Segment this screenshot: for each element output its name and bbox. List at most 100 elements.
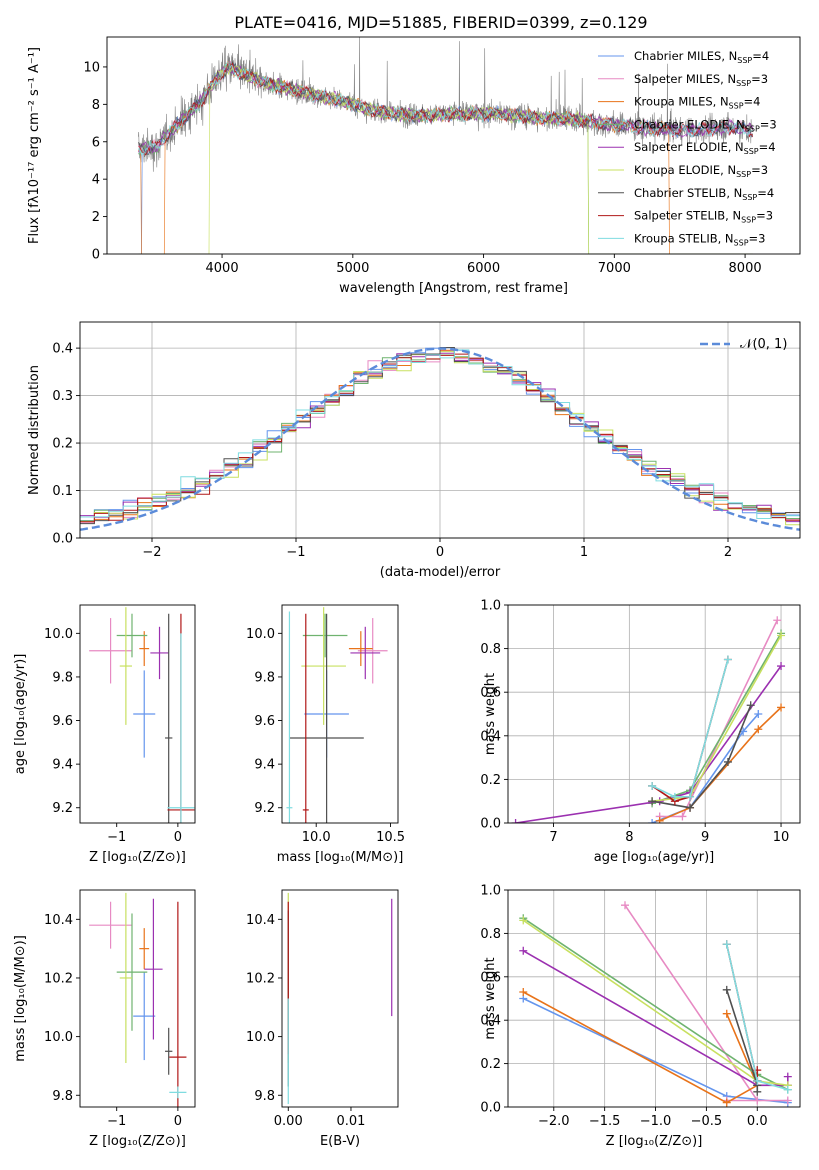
y-tick-label: 10.0 (246, 627, 275, 642)
errorbar-point (116, 913, 148, 1031)
x-axis-label: Z [log₁₀(Z/Z⊙)] (89, 850, 186, 865)
y-tick-label: 0.2 (52, 437, 73, 452)
panel-massweight_vs_Z: −2.0 −1.5 −1.0 −0.5 0.0 0.0 0.2 0.4 0.6 0.8 1.0 Z [… (480, 884, 801, 1149)
series-line (651, 659, 729, 803)
plot-area (89, 892, 187, 1107)
x-tick-label: 5000 (336, 261, 369, 276)
series-marker (670, 792, 679, 801)
series-marker (746, 701, 755, 710)
errorbar-point (286, 611, 293, 823)
panel-mass_vs_ebv: 0.00 0.01 9.8 10.0 10.2 10.4 E(B-V) (246, 889, 399, 1149)
x-axis-label: wavelength [Angstrom, rest frame] (339, 281, 568, 296)
plot-area (286, 607, 388, 823)
errorbar-point (89, 618, 132, 684)
axes-frame (281, 889, 399, 1108)
x-tick-label: 7 (549, 830, 557, 845)
x-tick-label: 2 (724, 545, 732, 560)
y-axis-label: mass weight (483, 957, 498, 1039)
y-tick-label: 0.2 (480, 1057, 501, 1072)
x-tick-label: 10 (773, 830, 790, 845)
y-axis-label: mass weight (483, 673, 498, 755)
legend-entry: Chabrier MILES, NSSP=4 (634, 49, 769, 65)
x-tick-label: −1.5 (589, 1114, 621, 1129)
series-marker (753, 1087, 762, 1096)
errorbar-point (116, 613, 148, 658)
series-marker (655, 816, 664, 823)
series-marker (783, 1072, 792, 1081)
legend-entry: Salpeter MILES, NSSP=3 (634, 72, 768, 88)
x-tick-label: −0.5 (691, 1114, 723, 1129)
model-spectrum-kroupa-stelib (138, 61, 753, 156)
x-tick-label: 8000 (729, 261, 762, 276)
y-tick-label: 10 (83, 60, 100, 75)
y-tick-label: 9.2 (254, 801, 275, 816)
y-tick-label: 0.1 (52, 484, 73, 499)
series-line (651, 659, 729, 798)
normal-curve (80, 347, 800, 531)
axes-frame (79, 604, 196, 824)
y-tick-label: 9.8 (52, 670, 73, 685)
axes-frame (281, 604, 399, 824)
x-tick-label: −1.0 (640, 1114, 672, 1129)
series-line (659, 706, 782, 822)
plot-area (80, 347, 800, 531)
errorbar-point (302, 613, 309, 823)
y-tick-label: 10.4 (44, 913, 73, 928)
y-tick-label: 0 (92, 248, 100, 263)
y-tick-label: 10.2 (246, 971, 275, 986)
series-marker (754, 710, 763, 718)
y-tick-label: 0.2 (480, 773, 501, 788)
x-axis-label: E(B-V) (320, 1134, 360, 1149)
x-tick-label: 7000 (598, 261, 631, 276)
x-tick-label: −1 (107, 830, 126, 845)
x-tick-label: 0 (174, 830, 182, 845)
errorbar-point (301, 607, 346, 725)
y-tick-label: 10.0 (44, 627, 73, 642)
x-tick-label: 0.0 (747, 1114, 768, 1129)
errorbar-point (169, 901, 187, 1107)
y-tick-label: 2 (92, 210, 100, 225)
series-line (515, 665, 782, 823)
errorbar-point (89, 901, 132, 949)
legend-entry: Salpeter ELODIE, NSSP=4 (634, 140, 776, 156)
y-tick-label: 9.8 (254, 1089, 275, 1104)
legend-entry: Chabrier STELIB, NSSP=4 (634, 186, 774, 202)
y-tick-label: 9.8 (254, 670, 275, 685)
errorbar-point (357, 618, 388, 684)
x-tick-label: 6000 (467, 261, 500, 276)
series-marker (777, 631, 786, 640)
y-tick-label: 1.0 (480, 884, 501, 899)
series-marker (783, 1096, 792, 1105)
y-tick-label: 0.0 (480, 1101, 501, 1116)
panel-age_vs_Z: −1 0 9.2 9.4 9.6 9.8 10.0 Z [log₁₀(Z/Z⊙)] age [l… (13, 604, 196, 865)
errorbar-point (167, 633, 195, 823)
series-line (651, 705, 752, 809)
errorbar-point (139, 631, 150, 667)
y-tick-label: 4 (92, 173, 100, 188)
y-tick-label: 9.4 (52, 758, 73, 773)
x-tick-label: 8 (625, 830, 633, 845)
series-marker (777, 703, 786, 712)
y-axis-label: mass [log₁₀(M/M⊙)] (13, 935, 28, 1062)
y-tick-label: 9.2 (52, 801, 73, 816)
x-tick-label: −1 (286, 545, 305, 560)
axes-frame (507, 604, 801, 824)
model-spectrum-chabrier-miles (138, 62, 753, 254)
y-tick-label: 0.6 (480, 686, 501, 701)
y-tick-label: 0.0 (480, 817, 501, 832)
x-axis-label: Z [log₁₀(Z/Z⊙)] (606, 1134, 703, 1149)
x-tick-label: 0.01 (336, 1114, 365, 1129)
y-axis-label: age [log₁₀(age/yr)] (13, 654, 28, 775)
errorbar-point (133, 972, 156, 1061)
series-marker (686, 792, 695, 801)
x-tick-label: 1 (580, 545, 588, 560)
histogram-step-chabrier-stelib (80, 347, 800, 525)
y-tick-label: 0.4 (480, 729, 501, 744)
series-marker (678, 812, 687, 821)
panel-spectrum: 4000 5000 6000 7000 8000 0 2 4 6 8 10 wavelength [A… (27, 36, 801, 296)
x-tick-label: 10.0 (302, 830, 331, 845)
x-tick-label: 4000 (206, 261, 239, 276)
y-tick-label: 10.0 (44, 1030, 73, 1045)
y-tick-label: 9.6 (52, 714, 73, 729)
y-tick-label: 1.0 (480, 599, 501, 614)
